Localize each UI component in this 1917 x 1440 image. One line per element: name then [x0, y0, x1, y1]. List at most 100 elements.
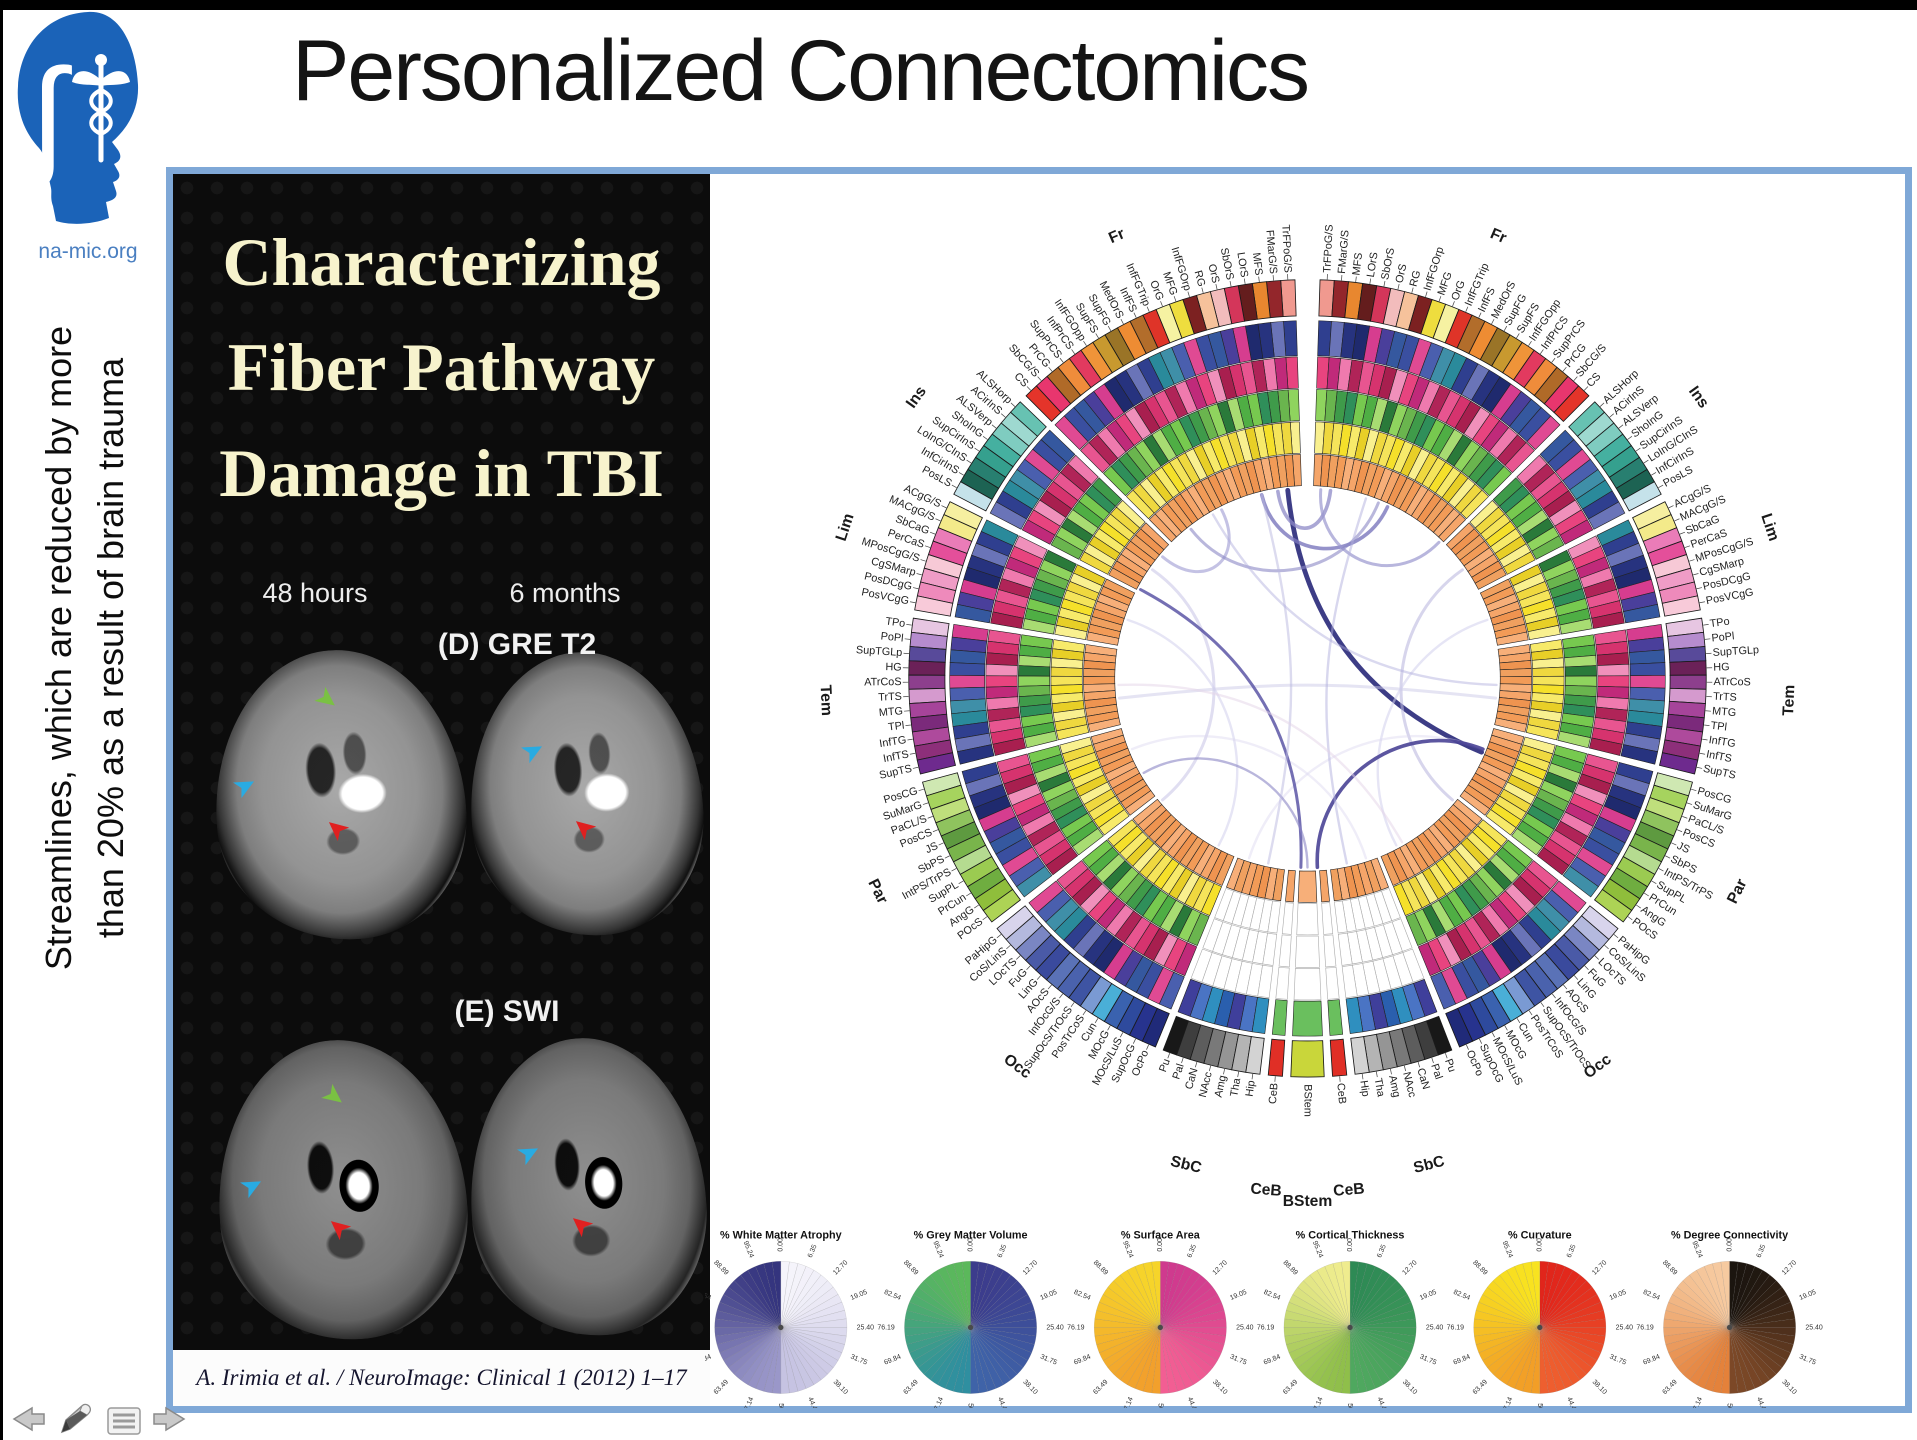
wheel-tick-label: 12.70	[1022, 1259, 1039, 1276]
logo-caption[interactable]: na-mic.org	[38, 240, 138, 263]
wheel-slice	[1160, 1261, 1178, 1328]
ring-cell	[985, 652, 1019, 666]
slide-menu-button[interactable]	[107, 1407, 141, 1435]
wheel-slice	[1160, 1301, 1225, 1328]
wheel-tick-label: 57.14	[932, 1396, 945, 1408]
region-segment	[1290, 1040, 1325, 1078]
wheel-tick-label: 19.05	[1609, 1289, 1628, 1302]
wheel-slice	[945, 1327, 971, 1392]
wheel-slice	[970, 1327, 980, 1394]
citation-text: A. Irimia et al. / NeuroImage: Clinical …	[196, 1365, 687, 1390]
wheel-slice	[1309, 1327, 1351, 1385]
annotate-pen-button[interactable]	[60, 1403, 91, 1434]
wheel-slice	[970, 1327, 997, 1392]
ring-cell	[1262, 932, 1278, 966]
wheel-slice	[1473, 1327, 1540, 1337]
wheel-slice	[1142, 1327, 1161, 1394]
wheel-tick-label: 38.10	[1401, 1379, 1418, 1396]
ring-cell	[1485, 809, 1517, 836]
wheel-slice	[1324, 1263, 1351, 1328]
wheel-tick-label: 44.44	[1186, 1396, 1199, 1408]
region-segment	[1668, 646, 1707, 663]
ring-cell	[1072, 828, 1104, 856]
wheel-slice	[714, 1318, 781, 1328]
ring-cell	[1173, 942, 1198, 977]
wheel-slice	[1102, 1327, 1161, 1368]
wheel-slice	[1499, 1269, 1540, 1328]
wheel-tick-label: 6.35	[1566, 1244, 1578, 1259]
wheel-slice	[1729, 1327, 1791, 1361]
wheel-slice	[1539, 1274, 1587, 1328]
wheel-slice	[1160, 1286, 1218, 1328]
chord-line	[1139, 588, 1303, 869]
region-label: OrS	[1206, 263, 1222, 284]
wheel-slice	[1473, 1318, 1540, 1328]
ring-cell	[1103, 465, 1133, 497]
wheel-tick-label: 50.79	[1536, 1403, 1543, 1408]
wheel-tick-label: 19.05	[1798, 1289, 1817, 1302]
region-label: SbOrS	[1218, 247, 1236, 281]
svg-text:∫: ∫	[23, 42, 72, 189]
wheel-slice	[714, 1327, 781, 1337]
lobe-tag: Tem	[817, 684, 835, 716]
region-label: CaN	[1414, 1067, 1432, 1091]
wheel-slice	[1160, 1327, 1214, 1375]
wheel-slice	[1349, 1280, 1403, 1328]
wheel-slice	[771, 1327, 782, 1394]
wheel-slice	[970, 1263, 997, 1328]
previous-slide-button[interactable]	[12, 1406, 45, 1432]
wheel-slice	[1297, 1280, 1351, 1328]
region-segment	[1622, 481, 1662, 512]
wheel-slice	[1729, 1327, 1763, 1389]
wheel-slice	[716, 1301, 781, 1328]
wheel-slice	[780, 1327, 848, 1337]
wheel-slice	[1682, 1274, 1730, 1328]
region-label: MTG	[878, 705, 903, 719]
wheel-tick-label: 63.49	[1661, 1379, 1678, 1396]
chord-line	[1117, 683, 1498, 700]
region-label: CeB	[1334, 1082, 1348, 1104]
wheel-slice	[780, 1327, 828, 1381]
wheel-tick-label: 6.35	[1376, 1244, 1388, 1259]
region-label: Tha	[1228, 1076, 1243, 1097]
wheel-tick-label: 76.19	[1067, 1324, 1085, 1331]
region-label: OrS	[1393, 263, 1409, 284]
wheel-slice	[1729, 1261, 1739, 1328]
region-segment	[914, 595, 954, 617]
wheel-slice	[1349, 1261, 1368, 1328]
wheel-slice	[1160, 1294, 1222, 1328]
ring-cell	[1525, 724, 1559, 741]
ring-cell	[1494, 717, 1528, 733]
wheel-slice	[970, 1280, 1024, 1328]
wheel-slice	[723, 1327, 781, 1368]
wheel-slice	[1492, 1327, 1540, 1381]
wheel-tick-label: 95.24	[1501, 1240, 1514, 1259]
ring-cell	[1086, 631, 1120, 646]
wheel-tick-label: 57.14	[1501, 1396, 1514, 1408]
wheel-slice	[1539, 1327, 1598, 1368]
ring-cell	[1380, 853, 1401, 886]
ring-cell	[1438, 513, 1467, 543]
lobe-tag: Tem	[1780, 684, 1798, 716]
wheel-slice	[1689, 1269, 1730, 1328]
region-segment	[908, 646, 947, 663]
wheel-slice	[740, 1327, 781, 1385]
ring-cell	[1430, 971, 1457, 1010]
region-label: TPo	[1709, 616, 1730, 631]
wheel-slice	[1349, 1286, 1408, 1328]
wheel-slice	[780, 1294, 843, 1328]
region-label: CeB	[1267, 1082, 1281, 1104]
wheel-slice	[1113, 1327, 1161, 1381]
wheel-slice	[1506, 1266, 1540, 1328]
ring-cell	[1278, 934, 1292, 968]
left-border	[0, 0, 3, 1440]
ring-cell	[1087, 717, 1121, 733]
region-label: InfTG	[879, 734, 908, 750]
wheel-slice	[913, 1286, 971, 1328]
wheel-slice	[1539, 1327, 1587, 1381]
region-label: Pu	[1157, 1057, 1173, 1074]
ring-cell	[1098, 809, 1130, 836]
wheel-slice	[1539, 1310, 1606, 1328]
wheel-slice	[1506, 1327, 1540, 1389]
next-slide-button[interactable]	[153, 1406, 186, 1432]
